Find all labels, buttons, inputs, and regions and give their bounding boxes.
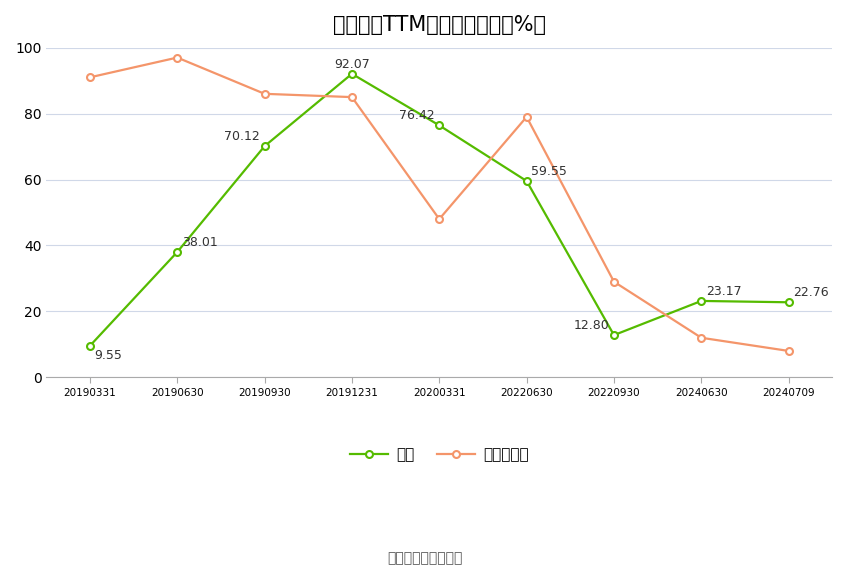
Text: 76.42: 76.42	[400, 109, 435, 122]
Text: 70.12: 70.12	[224, 130, 260, 143]
Title: 市盈率（TTM）历史百分位（%）: 市盈率（TTM）历史百分位（%）	[332, 15, 546, 35]
Text: 数据来源：恒生聚源: 数据来源：恒生聚源	[388, 551, 462, 565]
Text: 12.80: 12.80	[574, 319, 609, 332]
Text: 23.17: 23.17	[706, 285, 741, 298]
Legend: 公司, 行业中位数: 公司, 行业中位数	[344, 442, 535, 469]
Text: 9.55: 9.55	[94, 349, 122, 362]
Text: 59.55: 59.55	[531, 164, 567, 178]
Text: 38.01: 38.01	[182, 236, 218, 249]
Text: 22.76: 22.76	[793, 286, 829, 299]
Text: 92.07: 92.07	[334, 58, 370, 71]
